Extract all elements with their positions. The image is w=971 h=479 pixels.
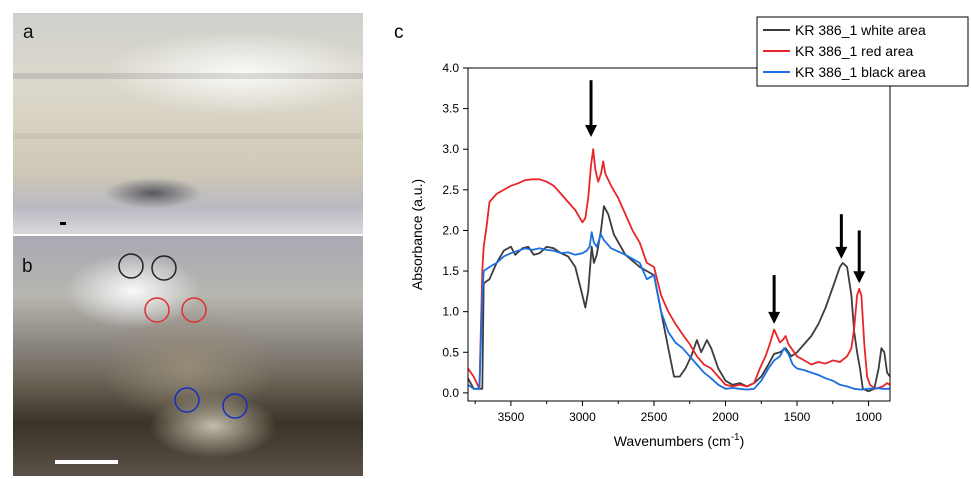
marker-circle-black-area [222, 393, 248, 419]
panel-label-c: c [394, 22, 404, 43]
panel-label-a: a [23, 22, 34, 43]
plot-frame [467, 67, 891, 402]
y-tick-label: 3.0 [442, 142, 459, 156]
marker-circle-white-area [118, 253, 144, 279]
y-tick-label: 3.5 [442, 102, 459, 116]
legend-label: KR 386_1 white area [795, 22, 926, 38]
legend-box [756, 16, 969, 87]
x-tick-label: 3000 [569, 410, 596, 424]
y-tick-label: 2.0 [442, 223, 459, 237]
x-tick-label: 1000 [855, 410, 882, 424]
x-tick-label: 3500 [498, 410, 525, 424]
y-tick-label: 0.0 [442, 386, 459, 400]
micrograph-a [13, 13, 363, 234]
x-tick-label: 2000 [712, 410, 739, 424]
annotation-arrowhead-0 [585, 125, 598, 138]
sample-layer-band [13, 73, 363, 79]
annotation-arrowhead-2 [835, 246, 848, 259]
y-tick-label: 2.5 [442, 183, 459, 197]
x-tick-label: 1500 [784, 410, 811, 424]
series-line-1 [467, 148, 891, 390]
series-line-0 [467, 205, 891, 393]
y-tick-label: 1.5 [442, 264, 459, 278]
micrograph-b [13, 236, 363, 476]
scale-bar-a [60, 222, 66, 225]
legend-label: KR 386_1 black area [795, 64, 926, 80]
x-tick-label: 2500 [641, 410, 668, 424]
marker-circle-red-area [181, 297, 207, 323]
marker-circle-white-area [151, 255, 177, 281]
legend-label: KR 386_1 red area [795, 43, 914, 59]
sample-layer-band [13, 133, 363, 139]
annotation-arrowhead-3 [853, 271, 866, 284]
annotation-arrowhead-1 [768, 311, 781, 324]
sampling-markers [118, 253, 248, 419]
x-axis-title: Wavenumbers (cm-1) [614, 432, 745, 449]
marker-circle-red-area [144, 297, 170, 323]
series-line-2 [467, 231, 890, 391]
y-tick-label: 1.0 [442, 305, 459, 319]
y-tick-label: 4.0 [442, 61, 459, 75]
scale-bar-b [55, 460, 118, 464]
y-tick-label: 0.5 [442, 345, 459, 359]
panel-label-b: b [22, 256, 33, 277]
y-axis-title: Absorbance (a.u.) [409, 179, 425, 290]
marker-circle-black-area [174, 387, 200, 413]
